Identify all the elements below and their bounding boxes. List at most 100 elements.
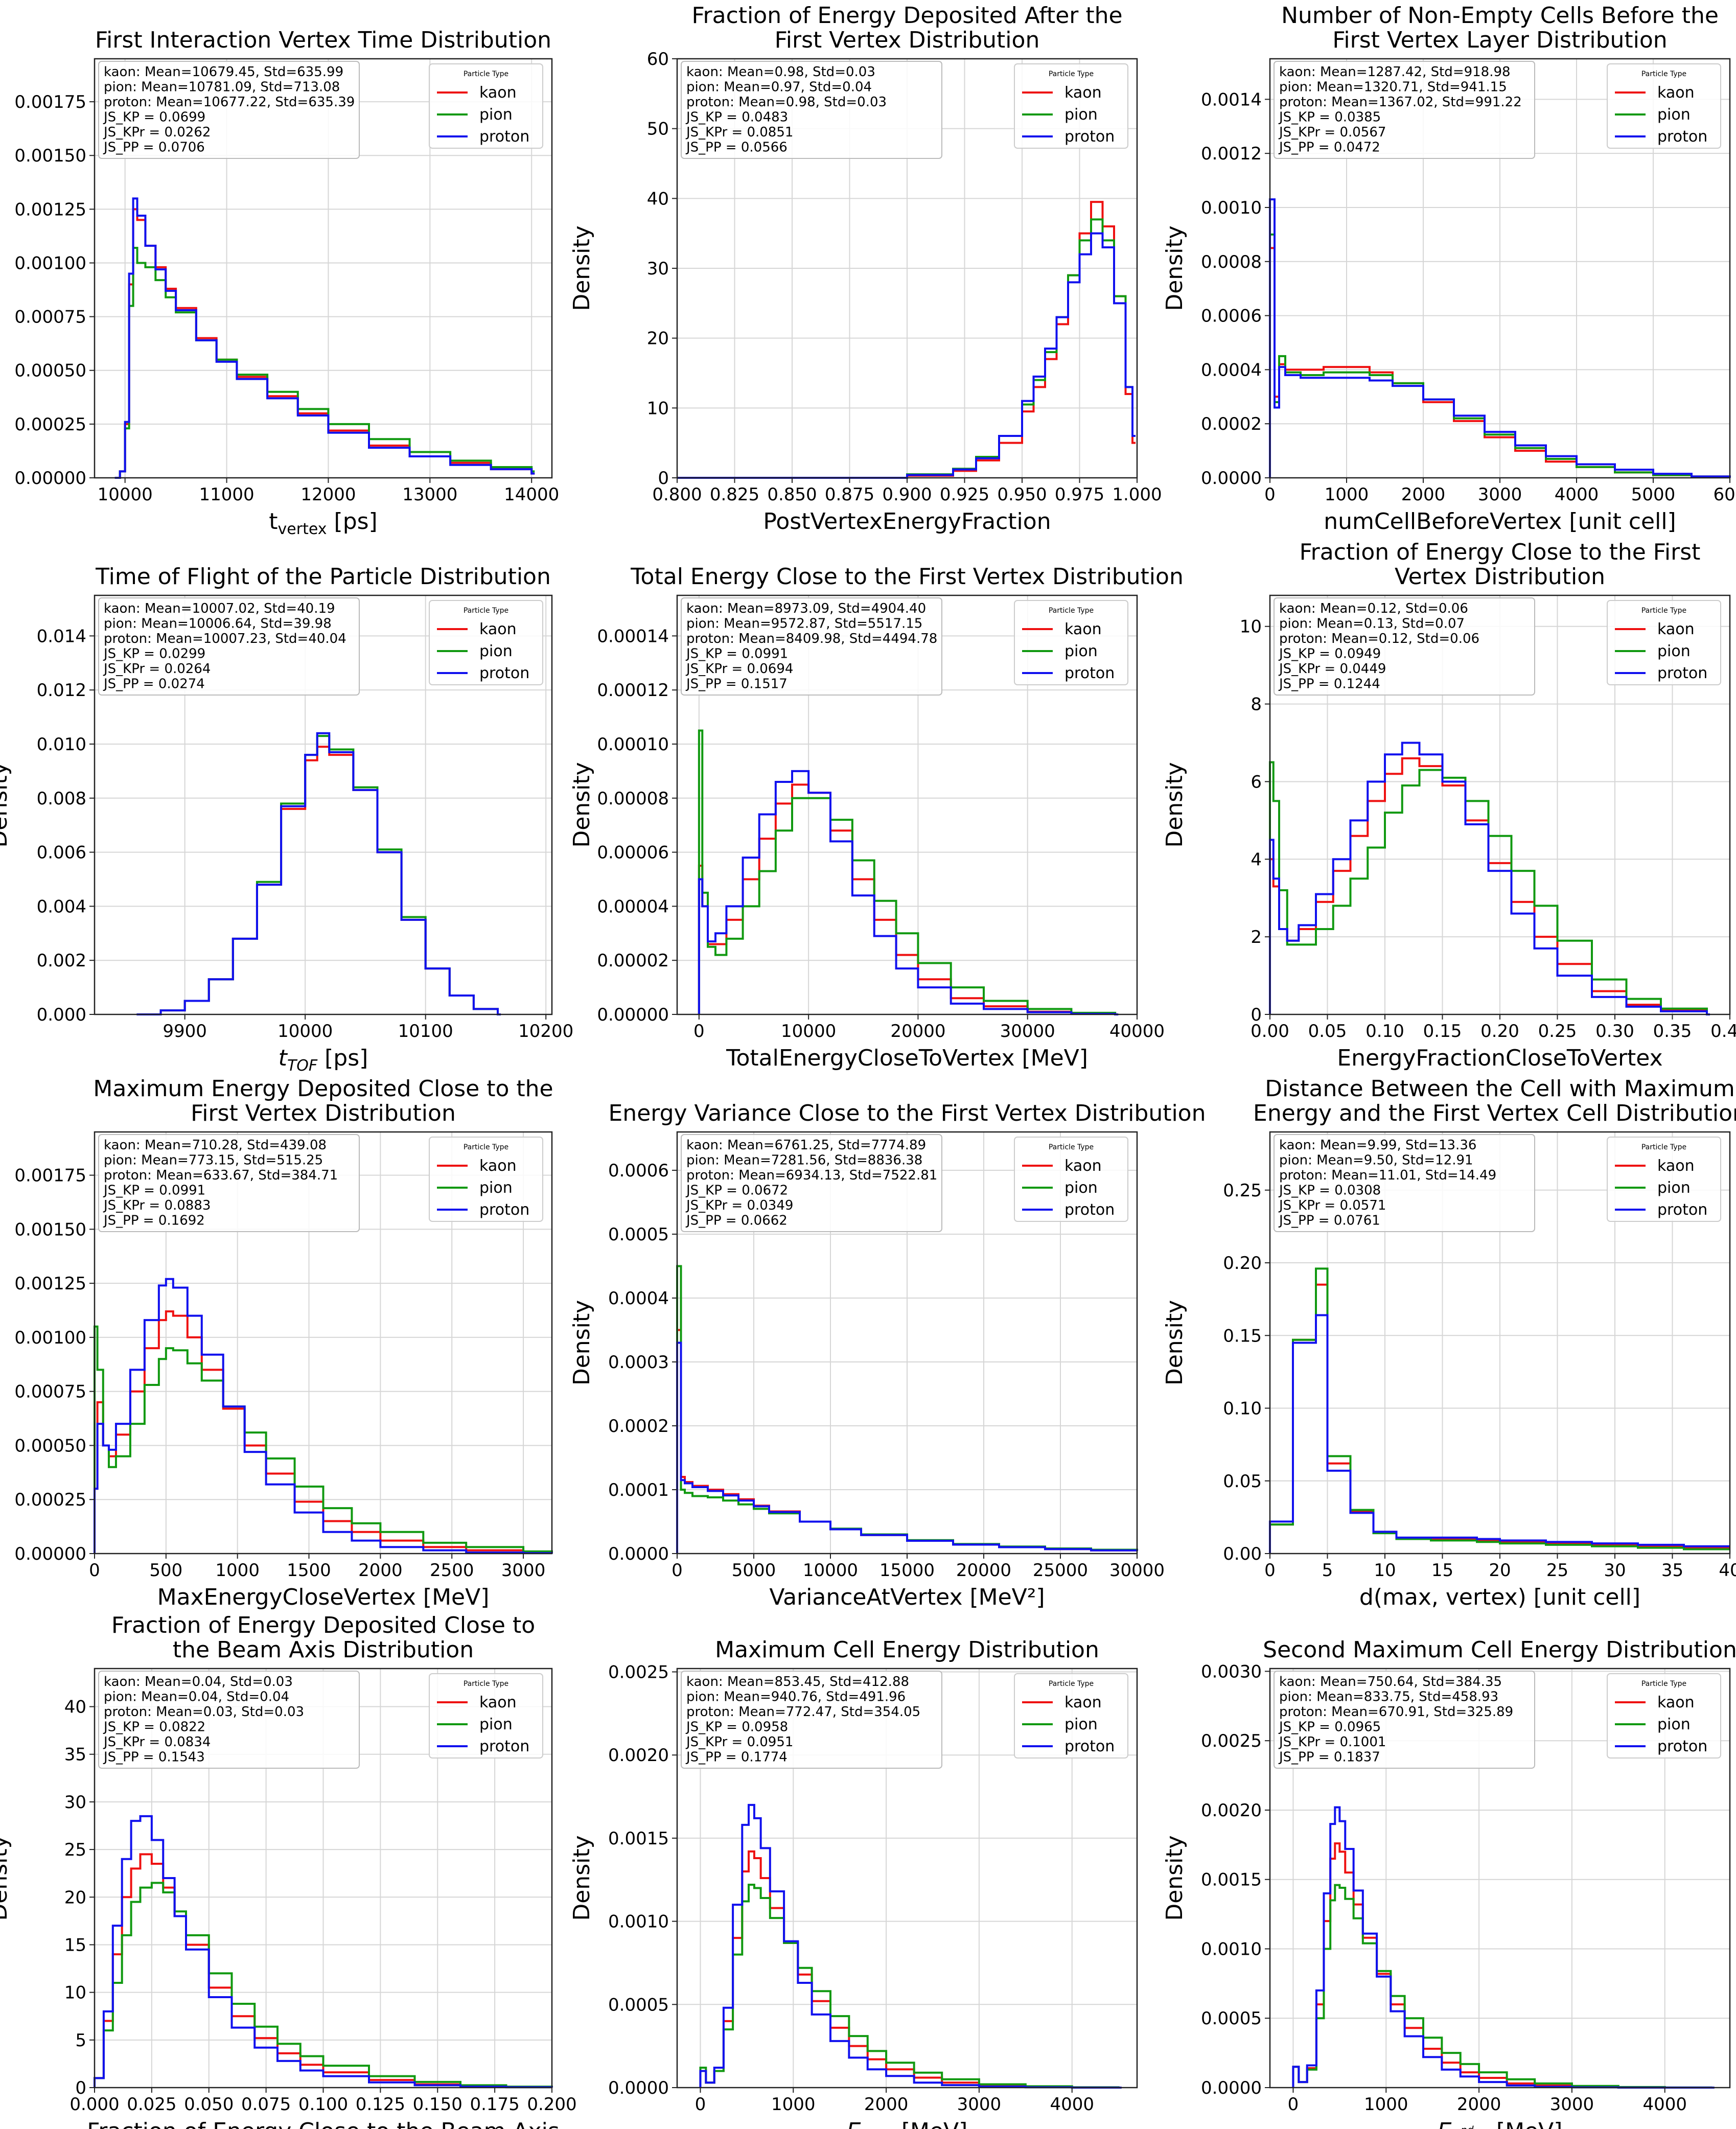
legend: Particle Type kaon pion proton [429,600,543,685]
y-tick-label: 35 [64,1745,86,1765]
x-tick-label: 600 [1714,484,1736,505]
stats-line: JS_PP = 0.1244 [1278,677,1380,692]
legend: Particle Type kaon pion proton [1607,1673,1721,1758]
y-tick-label: 0.004 [37,896,86,917]
stats-line: JS_KPr = 0.0951 [685,1734,793,1750]
chart-panel: 10000 11000 12000 13000 14000 0.00000 0.00025 0… [14,27,559,538]
stats-line: proton: Mean=0.12, Std=0.06 [1279,631,1479,646]
x-axis-label: d(max, vertex) [unit cell] [1359,1584,1640,1610]
stats-line: JS_PP = 0.1692 [103,1213,205,1229]
chart-title: Second Maximum Cell Energy Distribution [1263,1637,1736,1663]
y-tick-label: 0.10 [1223,1399,1262,1419]
y-tick-label: 0.0010 [1201,198,1262,218]
stats-line: JS_KPr = 0.1001 [1278,1734,1386,1750]
x-tick-label: 20000 [956,1560,1011,1581]
y-tick-label: 0.0015 [608,1829,669,1849]
x-tick-label: 1000 [215,1560,260,1581]
legend-frame [429,600,543,685]
stats-box-frame [98,1134,360,1232]
stats-line: JS_KPr = 0.0851 [685,125,793,140]
stats-line: JS_PP = 0.0566 [685,140,788,155]
x-tick-label: 0.10 [1365,1021,1404,1042]
x-tick-label: 0.825 [710,484,759,505]
y-tick-label: 0.0010 [608,1912,669,1932]
series-proton [1292,1806,1715,2089]
chart-panel: 0 5 10 15 20 25 30 35 40 0.00 0.05 0.10 0.15 0.20 0.25… [1162,1076,1736,1610]
y-tick-label: 0.00150 [14,146,86,166]
x-tick-label: 0.20 [1480,1021,1519,1042]
y-tick-label: 10 [64,1983,86,2003]
x-tick-label: 0.30 [1595,1021,1634,1042]
x-axis-label: TotalEnergyCloseToVertex [MeV] [726,1045,1088,1071]
legend: Particle Type kaon pion proton [1014,1137,1128,1222]
chart-title: Fraction of Energy Close to the First [1300,539,1701,565]
chart-title: Distance Between the Cell with Maximum [1265,1076,1734,1102]
x-tick-label: 10100 [398,1021,453,1042]
x-tick-label: 3000 [1478,484,1522,505]
y-tick-label: 0.00175 [14,1166,86,1186]
y-tick-label: 0.0004 [608,1288,669,1309]
stats-line: JS_PP = 0.0761 [1278,1213,1380,1229]
stats-line: JS_KP = 0.0958 [685,1720,788,1735]
y-axis-label: Density [0,1835,12,1920]
stats-line: JS_PP = 0.1517 [685,677,788,692]
stats-box-frame [98,597,360,696]
x-tick-label: 1000 [1364,2094,1408,2115]
stats-line: proton: Mean=0.98, Std=0.03 [686,95,887,110]
stats-line: pion: Mean=773.15, Std=515.25 [104,1153,323,1168]
y-tick-label: 0.0012 [1201,144,1262,164]
stats-line: proton: Mean=1367.02, Std=991.22 [1279,95,1522,110]
y-tick-label: 0.0003 [608,1352,669,1373]
stats-line: JS_KPr = 0.0571 [1278,1198,1386,1213]
x-tick-label: 0.150 [413,2094,462,2115]
legend-label-pion: pion [1657,642,1691,660]
legend-label-kaon: kaon [1064,620,1102,638]
plot-frame [676,1668,1138,2089]
legend-frame [1607,1673,1721,1758]
chart-title: Energy and the First Vertex Cell Distrib… [1253,1100,1736,1126]
x-tick-label: 10000 [98,484,153,505]
series-pion [1269,761,1710,1015]
stats-line: kaon: Mean=710.28, Std=439.08 [104,1138,327,1153]
y-tick-label: 0.00175 [14,92,86,112]
legend-frame [1014,1673,1128,1758]
y-tick-label: 0.0004 [1201,360,1262,380]
y-tick-label: 0.006 [37,843,86,863]
x-tick-label: 0.200 [527,2094,576,2115]
x-tick-label: 10 [1374,1560,1396,1581]
legend: Particle Type kaon pion proton [429,1673,543,1758]
chart-title: Number of Non-Empty Cells Before the [1281,3,1719,29]
chart-title: Fraction of Energy Deposited After the [691,3,1122,29]
stats-line: kaon: Mean=10679.45, Std=635.99 [104,64,343,80]
x-tick-label: 0.900 [882,484,932,505]
y-axis-label: Density [1162,762,1188,847]
legend-title: Particle Type [464,607,508,615]
legend-title: Particle Type [1641,1680,1686,1688]
series-pion [114,247,535,479]
y-tick-label: 0.0006 [608,1161,669,1181]
series-pion [698,729,1119,1015]
y-tick-label: 0.00008 [597,789,669,809]
stats-box-frame [1274,1671,1535,1769]
stats-line: JS_KP = 0.0991 [685,646,788,662]
stats-line: proton: Mean=10677.22, Std=635.39 [104,95,355,110]
y-axis-label: Density [1162,1835,1188,1920]
x-tick-label: 30000 [1109,1560,1165,1581]
stats-line: pion: Mean=1320.71, Std=941.15 [1279,80,1507,95]
legend-label-proton: proton [1657,664,1707,682]
x-axis-label: MaxEnergyCloseVertex [MeV] [157,1584,490,1610]
series-kaon [699,1850,1122,2089]
stats-line: pion: Mean=9.50, Std=12.91 [1279,1153,1473,1168]
legend-label-pion: pion [1064,1716,1098,1733]
plot-frame [676,594,1138,1015]
stats-line: JS_KP = 0.0308 [1278,1183,1381,1198]
x-tick-label: 13000 [402,484,457,505]
series-proton [698,770,1119,1015]
legend-frame [429,63,543,149]
x-tick-label: 25 [1546,1560,1568,1581]
legend-label-proton: proton [479,1738,529,1755]
y-axis-label: Density [1162,1300,1188,1385]
x-tick-label: 500 [149,1560,182,1581]
